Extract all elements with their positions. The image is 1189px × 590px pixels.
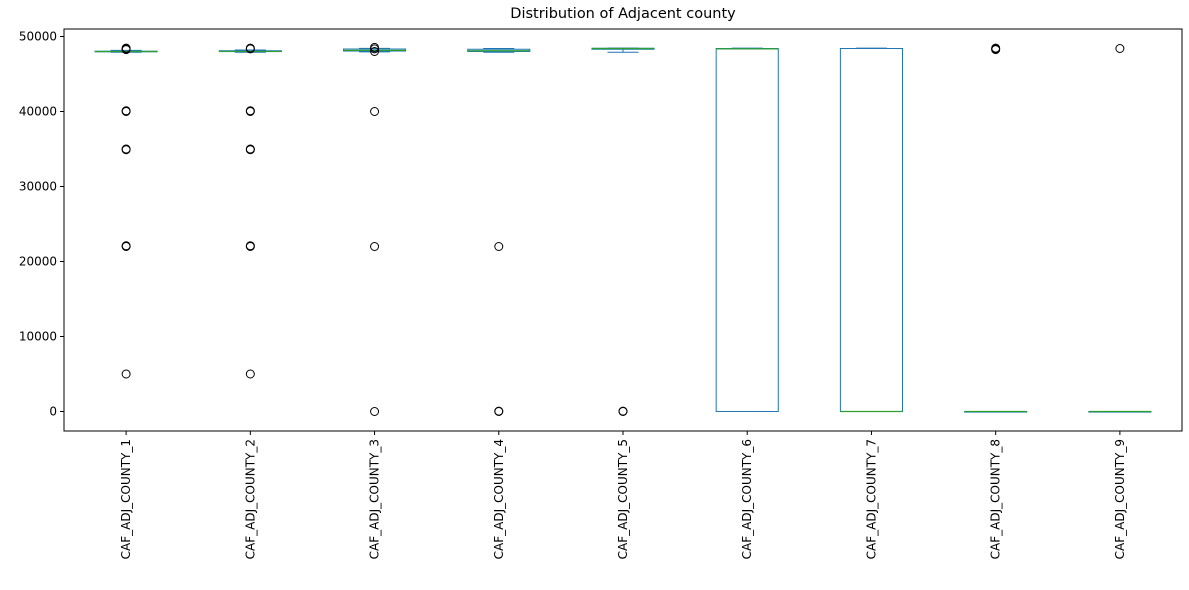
chart-title: Distribution of Adjacent county [510, 6, 736, 22]
box-5 [591, 47, 655, 416]
outlier-point [370, 47, 380, 56]
x-tick-label: CAF_ADJ_COUNTY_2 [243, 439, 257, 559]
box-2 [218, 43, 282, 379]
box-1 [94, 43, 158, 379]
outlier-point [245, 369, 255, 379]
outlier-point [245, 43, 255, 53]
box-8 [964, 43, 1028, 413]
outlier-point [121, 369, 131, 379]
y-tick-label: 10000 [19, 330, 57, 344]
outlier-point [121, 145, 131, 155]
outlier-point [370, 242, 380, 251]
x-tick-label: CAF_ADJ_COUNTY_7 [864, 439, 878, 559]
y-tick-label: 30000 [19, 180, 57, 194]
x-tick-label: CAF_ADJ_COUNTY_9 [1113, 439, 1127, 559]
outlier-point [245, 145, 255, 155]
outlier-point [1115, 44, 1125, 53]
y-tick-label: 20000 [19, 255, 57, 269]
box-6 [715, 47, 779, 412]
box-9 [1088, 44, 1152, 413]
x-tick-label: CAF_ADJ_COUNTY_6 [740, 439, 754, 559]
x-tick-label: CAF_ADJ_COUNTY_1 [119, 439, 133, 559]
x-tick-label: CAF_ADJ_COUNTY_5 [616, 439, 630, 559]
outlier-point [121, 242, 131, 251]
plot-content [94, 42, 1152, 416]
iqr-box [715, 48, 779, 412]
y-tick-label: 40000 [19, 105, 57, 119]
outlier-point [494, 242, 504, 251]
y-axis: 0 10000 20000 30000 40000 50000 [19, 30, 64, 419]
outlier-point [618, 407, 628, 416]
x-tick-label: CAF_ADJ_COUNTY_8 [989, 439, 1003, 559]
plot-frame [63, 28, 1183, 432]
outlier-point [370, 107, 380, 116]
outlier-point [121, 107, 131, 116]
outlier-point [991, 43, 1001, 53]
outlier-point [370, 407, 380, 416]
iqr-box [839, 48, 904, 412]
outlier-point [245, 242, 255, 251]
outlier-point [245, 107, 255, 116]
outlier-point [494, 407, 504, 416]
box-7 [839, 47, 904, 413]
x-tick-label: CAF_ADJ_COUNTY_4 [492, 439, 506, 559]
box-4 [467, 48, 531, 416]
outlier-point [121, 43, 131, 53]
x-axis: CAF_ADJ_COUNTY_1 CAF_ADJ_COUNTY_2 CAF_ADJ_… [119, 431, 1127, 559]
y-tick-label: 50000 [19, 30, 57, 44]
box-3 [343, 42, 407, 416]
x-tick-label: CAF_ADJ_COUNTY_3 [368, 439, 382, 559]
outlier-point [370, 44, 380, 54]
y-tick-label: 0 [49, 405, 57, 419]
